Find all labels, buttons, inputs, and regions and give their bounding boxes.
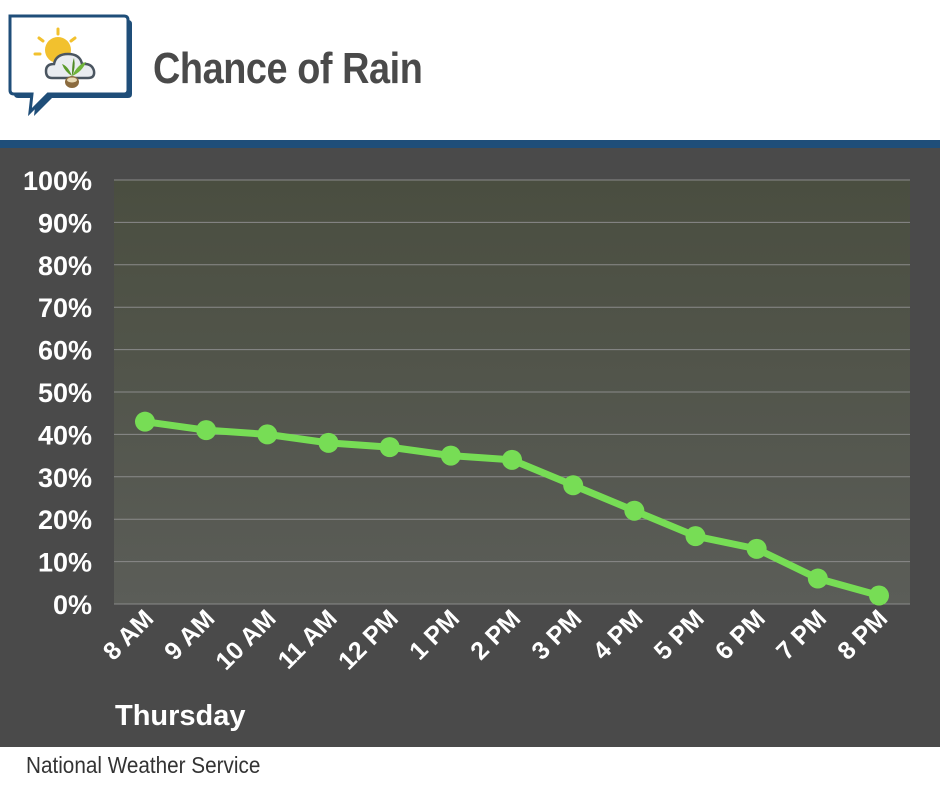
y-tick-label: 90% [38, 208, 92, 238]
y-tick-label: 10% [38, 548, 92, 578]
x-tick-label: 10 AM [210, 604, 281, 675]
y-tick-label: 50% [38, 378, 92, 408]
y-tick-label: 40% [38, 420, 92, 450]
data-point [869, 585, 889, 606]
header-divider [0, 140, 940, 148]
source-credit: National Weather Service [26, 752, 261, 778]
y-tick-label: 20% [38, 505, 92, 535]
data-point [257, 424, 278, 445]
x-tick-label: 12 PM [333, 604, 404, 675]
x-tick-label: 4 PM [588, 604, 649, 665]
x-tick-label: 7 PM [771, 604, 832, 665]
data-point [502, 449, 522, 470]
y-tick-label: 60% [38, 336, 92, 366]
y-tick-label: 100% [23, 166, 92, 196]
data-point [624, 500, 645, 521]
rain-chance-line-chart: 0%10%20%30%40%50%60%70%80%90%100% 8 AM 9 … [23, 166, 910, 732]
x-tick-label: 3 PM [526, 604, 587, 665]
x-tick-label: 5 PM [649, 604, 710, 665]
y-tick-label: 30% [38, 463, 92, 493]
data-point [685, 526, 706, 547]
x-tick-label: 2 PM [465, 604, 526, 665]
y-tick-label: 70% [38, 293, 92, 323]
x-tick-label: 1 PM [404, 604, 465, 665]
header: Chance of Rain [0, 0, 940, 140]
data-point [440, 445, 461, 466]
data-point [135, 411, 155, 432]
data-point [563, 475, 584, 496]
weather-partly-cloudy-plant-icon [8, 14, 132, 117]
data-point [318, 432, 339, 453]
page-title: Chance of Rain [153, 44, 423, 93]
x-tick-label: 8 AM [98, 604, 159, 665]
data-point [379, 437, 400, 458]
data-point [746, 538, 767, 559]
y-tick-label: 0% [53, 590, 92, 620]
x-tick-label: 11 AM [273, 604, 343, 674]
y-tick-label: 80% [38, 251, 92, 281]
x-tick-label: 8 PM [832, 604, 893, 665]
x-axis-label: Thursday [115, 700, 246, 732]
data-point [196, 420, 217, 441]
data-point [807, 568, 828, 589]
x-tick-label: 6 PM [710, 604, 771, 665]
